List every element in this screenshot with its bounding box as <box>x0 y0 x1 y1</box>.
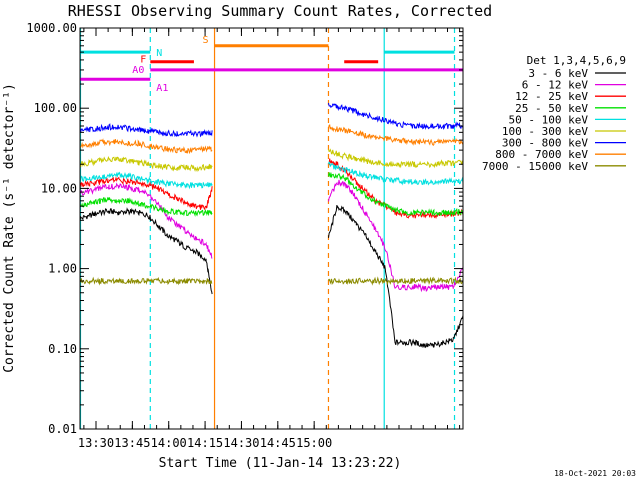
legend-label-8: 7000 - 15000 keV <box>482 160 588 173</box>
x-tick-label-6: 15:00 <box>296 436 332 450</box>
legend-label-7: 800 - 7000 keV <box>495 148 588 161</box>
chart-title: RHESSI Observing Summary Count Rates, Co… <box>68 2 492 20</box>
legend-label-3: 25 - 50 keV <box>515 102 588 115</box>
series-50-100-kev-trace-1 <box>328 161 464 186</box>
series-300-800-kev-trace-1 <box>328 102 464 130</box>
y-tick-label-2: 1.00 <box>48 262 77 276</box>
series-25-50-kev-trace-1 <box>328 172 464 217</box>
y-tick-label-4: 100.00 <box>34 101 77 115</box>
series-800-7000-kev-trace-0 <box>79 138 213 155</box>
annotation-label-a1: A1 <box>156 83 168 94</box>
legend-label-2: 12 - 25 keV <box>515 90 588 103</box>
axes: 0.01 0.10 1.00 10.00 100.00 1000.00 13:30 13:45… <box>26 21 464 450</box>
annotation-label-f: F <box>140 55 146 66</box>
y-tick-label-0: 0.01 <box>48 422 77 436</box>
x-axis-label: Start Time (11-Jan-14 13:23:22) <box>159 456 402 471</box>
y-axis-label: Corrected Count Rate (s⁻¹ detector⁻¹) <box>2 83 17 373</box>
x-tick-label-4: 14:30 <box>223 436 259 450</box>
x-tick-label-3: 14:15 <box>187 436 223 450</box>
annotation-label-s: S <box>203 35 209 46</box>
plot-frame <box>79 27 464 430</box>
series-12-25-kev-trace-0 <box>79 176 213 211</box>
legend-label-5: 100 - 300 keV <box>502 125 588 138</box>
series-25-50-kev-trace-0 <box>79 196 213 218</box>
x-tick-label-0: 13:30 <box>78 436 114 450</box>
series-800-7000-kev-trace-1 <box>328 124 464 146</box>
series-100-300-kev-trace-0 <box>80 156 213 173</box>
series-7000-15000-kev-trace-0 <box>79 276 213 286</box>
legend-title: Det 1,3,4,5,6,9 <box>527 54 626 67</box>
series-100-300-kev-trace-1 <box>328 148 464 169</box>
series-3-6-kev-trace-1 <box>328 204 464 349</box>
series-6-12-kev-trace-0 <box>79 182 213 259</box>
legend-label-1: 6 - 12 keV <box>522 79 589 92</box>
series-12-25-kev-trace-1 <box>328 158 464 220</box>
legend-label-6: 300 - 800 keV <box>502 137 588 150</box>
annotation-label-n: N <box>156 48 162 59</box>
series-50-100-kev-trace-0 <box>79 171 213 190</box>
y-tick-label-3: 10.00 <box>41 181 77 195</box>
timestamp: 18-Oct-2021 20:03 <box>554 469 636 478</box>
y-tick-label-1: 0.10 <box>48 342 77 356</box>
y-tick-label-5: 1000.00 <box>26 21 77 35</box>
series-6-12-kev-trace-1 <box>328 179 464 293</box>
x-tick-label-2: 14:00 <box>151 436 187 450</box>
legend-label-0: 3 - 6 keV <box>528 67 588 80</box>
x-tick-label-1: 13:45 <box>114 436 150 450</box>
series-3-6-kev-trace-0 <box>79 207 213 295</box>
annotation-label-a0: A0 <box>132 65 144 76</box>
series-7000-15000-kev-trace-1 <box>328 276 464 286</box>
series-300-800-kev-trace-0 <box>79 123 213 138</box>
x-tick-label-5: 14:45 <box>260 436 296 450</box>
legend-label-4: 50 - 100 keV <box>509 113 589 126</box>
plot-area: N S FA0 A1 <box>79 28 464 429</box>
